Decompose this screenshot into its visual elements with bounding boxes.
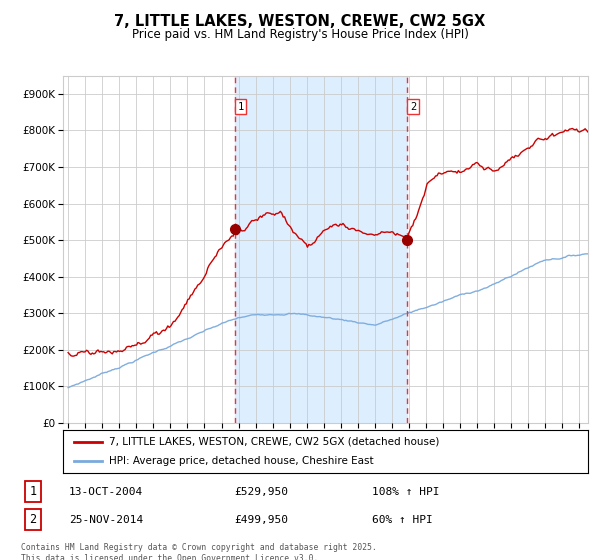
Text: 2: 2 [29, 513, 37, 526]
Text: Contains HM Land Registry data © Crown copyright and database right 2025.
This d: Contains HM Land Registry data © Crown c… [21, 543, 377, 560]
Text: 1: 1 [238, 102, 244, 111]
Text: £529,950: £529,950 [234, 487, 288, 497]
Text: 60% ↑ HPI: 60% ↑ HPI [372, 515, 433, 525]
Bar [235, 76, 407, 423]
Text: 2: 2 [410, 102, 416, 111]
Text: 13-OCT-2004: 13-OCT-2004 [69, 487, 143, 497]
Text: 108% ↑ HPI: 108% ↑ HPI [372, 487, 439, 497]
Text: £499,950: £499,950 [234, 515, 288, 525]
Text: 7, LITTLE LAKES, WESTON, CREWE, CW2 5GX: 7, LITTLE LAKES, WESTON, CREWE, CW2 5GX [115, 14, 485, 29]
Text: 7, LITTLE LAKES, WESTON, CREWE, CW2 5GX (detached house): 7, LITTLE LAKES, WESTON, CREWE, CW2 5GX … [109, 437, 440, 447]
Text: 25-NOV-2014: 25-NOV-2014 [69, 515, 143, 525]
Text: Price paid vs. HM Land Registry's House Price Index (HPI): Price paid vs. HM Land Registry's House … [131, 28, 469, 41]
Text: 1: 1 [29, 485, 37, 498]
Text: HPI: Average price, detached house, Cheshire East: HPI: Average price, detached house, Ches… [109, 456, 374, 466]
